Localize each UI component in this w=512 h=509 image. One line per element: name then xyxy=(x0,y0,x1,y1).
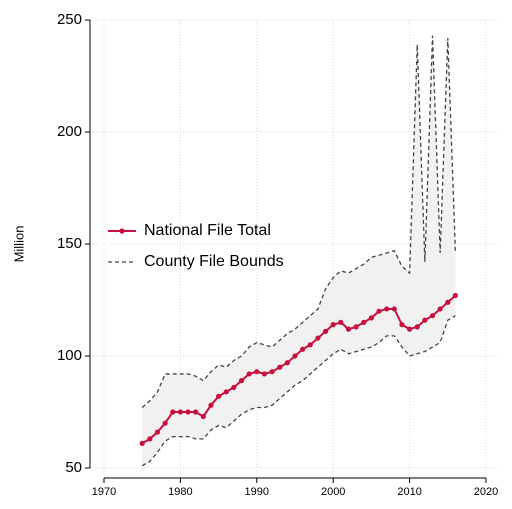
total-point xyxy=(307,342,313,348)
legend-label: County File Bounds xyxy=(144,253,284,270)
x-tick-label: 1990 xyxy=(245,486,269,498)
total-point xyxy=(261,371,268,377)
total-point xyxy=(154,429,161,435)
total-point xyxy=(223,389,229,395)
total-point xyxy=(407,326,413,332)
total-point xyxy=(208,402,214,408)
total-point xyxy=(399,322,405,328)
upper-bound-line xyxy=(141,35,457,409)
total-point xyxy=(216,393,222,399)
legend-label: National File Total xyxy=(144,222,271,239)
x-tick-label: 1980 xyxy=(168,486,192,498)
total-point xyxy=(445,299,451,305)
total-point xyxy=(345,326,352,332)
total-point xyxy=(139,440,145,446)
total-point xyxy=(162,420,168,426)
y-tick-label: 150 xyxy=(57,235,82,252)
lower-bound-line xyxy=(141,315,456,467)
total-point xyxy=(361,319,367,325)
y-tick-label: 100 xyxy=(57,347,82,364)
total-point xyxy=(368,315,374,321)
y-axis-label: Million xyxy=(11,226,26,263)
total-point xyxy=(452,292,459,299)
x-tick-label: 1970 xyxy=(92,486,116,498)
legend-swatch xyxy=(119,228,125,234)
total-point xyxy=(231,384,237,390)
total-point xyxy=(300,346,306,352)
total-point xyxy=(384,306,390,312)
total-point xyxy=(254,369,260,375)
y-tick-label: 200 xyxy=(57,123,82,140)
total-point xyxy=(284,360,290,366)
bounds-band xyxy=(142,35,456,466)
total-point xyxy=(353,324,359,330)
total-point xyxy=(330,322,336,328)
total-point xyxy=(437,306,443,312)
total-point xyxy=(246,371,252,377)
total-point xyxy=(193,409,199,415)
y-tick-label: 250 xyxy=(57,11,82,28)
total-point xyxy=(269,369,275,375)
total-point xyxy=(338,319,344,325)
total-point xyxy=(170,409,176,415)
total-point xyxy=(147,436,153,442)
total-point xyxy=(422,317,428,323)
total-point xyxy=(277,364,283,370)
x-tick-label: 2020 xyxy=(474,486,498,498)
total-point xyxy=(315,335,321,341)
y-tick-label: 50 xyxy=(65,459,82,476)
total-point xyxy=(429,313,436,319)
total-point xyxy=(414,324,420,330)
total-point xyxy=(200,413,206,420)
total-point xyxy=(177,409,183,415)
total-point xyxy=(391,306,397,312)
total-point xyxy=(376,308,382,314)
total-point xyxy=(185,409,191,415)
total-point xyxy=(322,328,329,334)
total-point xyxy=(238,378,245,384)
total-point xyxy=(292,353,298,359)
x-tick-label: 2010 xyxy=(397,486,421,498)
x-tick-label: 2000 xyxy=(321,486,345,498)
